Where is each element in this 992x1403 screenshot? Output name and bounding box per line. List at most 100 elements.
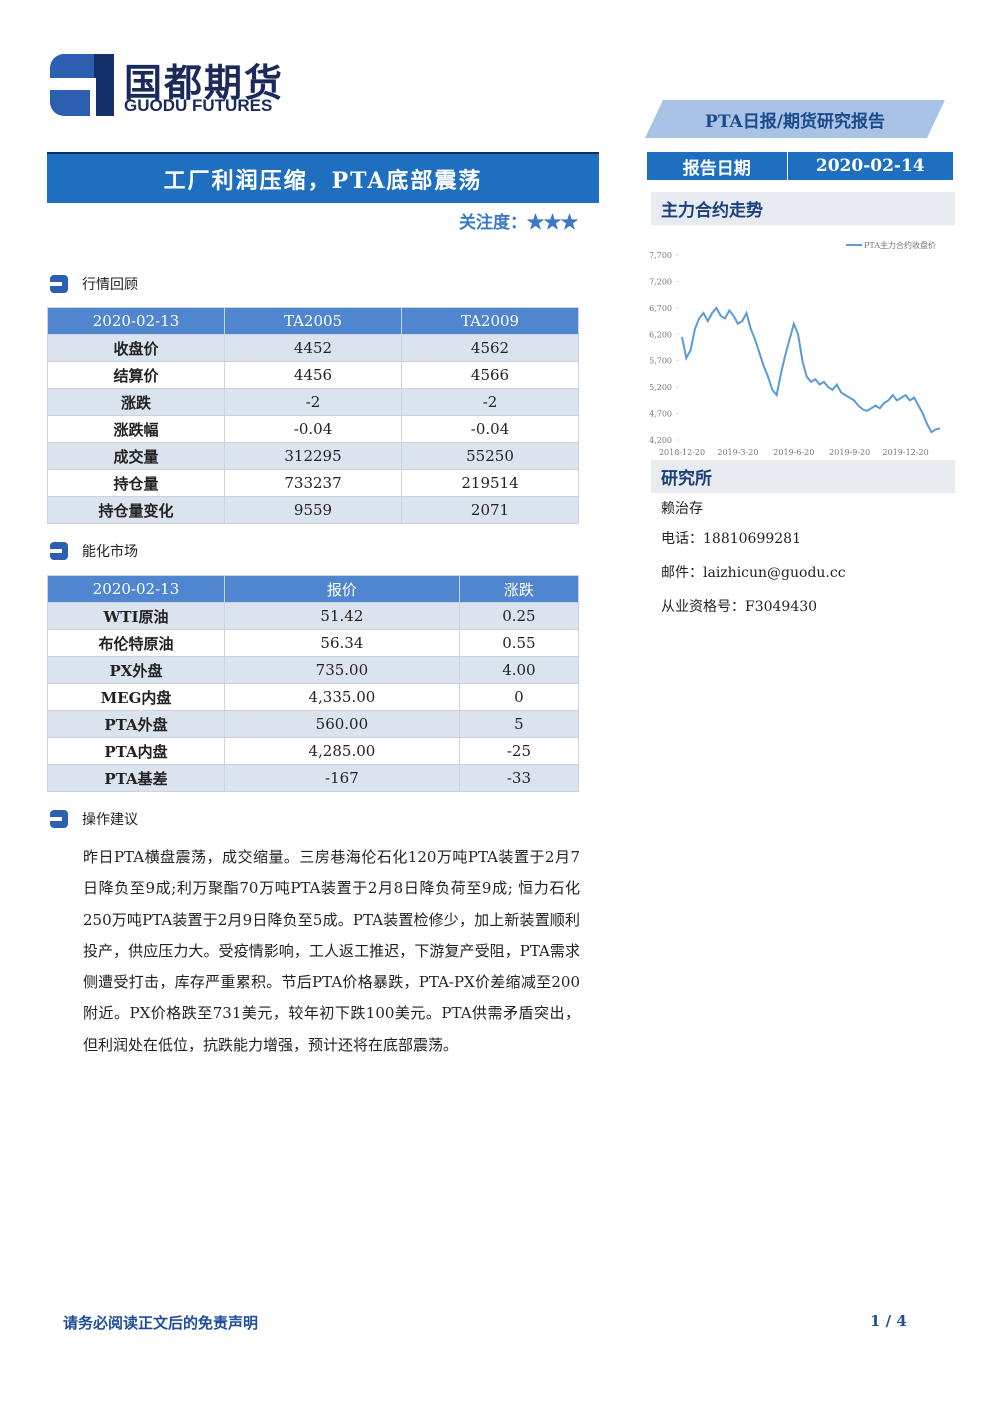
- table-row: PTA内盘 4,285.00 -25: [47, 737, 580, 765]
- table-row: 2020-02-13 TA2005 TA2009: [47, 307, 579, 335]
- table-cell: 收盘价: [47, 334, 225, 362]
- table-cell: 312295: [224, 442, 402, 470]
- y-tick-label: 4,200: [649, 436, 672, 445]
- report-title: 工厂利润压缩，PTA底部震荡: [47, 152, 599, 203]
- table-cell: 219514: [401, 469, 579, 497]
- table-cell: 4456: [224, 361, 402, 389]
- table-cell: 2020-02-13: [47, 575, 225, 603]
- attention: 关注度：★★★: [459, 213, 578, 233]
- table-cell: 4.00: [458, 656, 580, 684]
- table-cell: 4,285.00: [224, 737, 460, 765]
- section-icon: [50, 275, 68, 293]
- table-cell: PTA外盘: [47, 710, 225, 738]
- table-row: 持仓量 733237 219514: [47, 469, 579, 497]
- table-cell: 733237: [224, 469, 402, 497]
- table-cell: 4562: [401, 334, 579, 362]
- table-row: 涨跌幅 -0.04 -0.04: [47, 415, 579, 443]
- table-cell: 560.00: [224, 710, 460, 738]
- table-cell: -25: [458, 737, 580, 765]
- table-cell: 0: [458, 683, 580, 711]
- legend-label: PTA主力合约收盘价: [864, 240, 936, 250]
- table-row: PX外盘 735.00 4.00: [47, 656, 580, 684]
- energy-table: 2020-02-13 报价 涨跌 WTI原油 51.42 0.25 布伦特原油 56.34 0.…: [47, 575, 580, 792]
- date-row: 报告日期 2020-02-14: [647, 152, 953, 180]
- section-heading: 操作建议: [50, 809, 138, 829]
- chart: 4,200 4,700 5,200 5,700 6,200 6,700 7,200 7,700…: [649, 240, 941, 457]
- table-cell: 4452: [224, 334, 402, 362]
- table-cell: 4,335.00: [224, 683, 460, 711]
- table-cell: PX外盘: [47, 656, 225, 684]
- x-tick-label: 2019-12-20: [883, 448, 929, 457]
- x-tick-label: 2019-3-20: [717, 448, 758, 457]
- table-cell: -33: [458, 764, 580, 792]
- table-cell: 持仓量: [47, 469, 225, 497]
- table-cell: -2: [224, 388, 402, 416]
- section-title: 操作建议: [82, 812, 138, 828]
- y-tick-label: 7,700: [649, 251, 672, 260]
- section-title: 能化市场: [82, 544, 138, 560]
- table-cell: 735.00: [224, 656, 460, 684]
- table-cell: WTI原油: [47, 602, 225, 630]
- table-cell: TA2009: [401, 307, 579, 335]
- y-tick-label: 4,700: [649, 410, 672, 419]
- table-row: 成交量 312295 55250: [47, 442, 579, 470]
- section-icon: [50, 542, 68, 560]
- table-cell: 5: [458, 710, 580, 738]
- paragraph: 昨日PTA横盘震荡，成交缩量。三房巷海伦石化120万吨PTA装置于2月7日降负至…: [83, 848, 580, 1054]
- table-row: 结算价 4456 4566: [47, 361, 579, 389]
- table-cell: 55250: [401, 442, 579, 470]
- table-cell: TA2005: [224, 307, 402, 335]
- x-tick-label: 2018-12-20: [659, 448, 705, 457]
- section-heading: 能化市场: [50, 541, 138, 561]
- table-cell: 0.25: [458, 602, 580, 630]
- table-cell: PTA内盘: [47, 737, 225, 765]
- y-tick-label: 6,200: [649, 330, 672, 339]
- table-cell: 4566: [401, 361, 579, 389]
- table-row: PTA基差 -167 -33: [47, 764, 580, 792]
- contact-line: 从业资格号：F3049430: [661, 599, 818, 615]
- table-cell: 2071: [401, 496, 579, 524]
- table-cell: 51.42: [224, 602, 460, 630]
- y-tick-label: 7,200: [649, 277, 672, 286]
- report-date: 2020-02-14: [786, 152, 953, 180]
- disclaimer: 请务必阅读正文后的免责声明: [63, 1314, 259, 1332]
- table-cell: 布伦特原油: [47, 629, 225, 657]
- table-cell: MEG内盘: [47, 683, 225, 711]
- report-type: PTA日报/期货研究报告: [645, 100, 945, 138]
- section-heading: 行情回顾: [50, 274, 138, 294]
- table-row: 2020-02-13 报价 涨跌: [47, 575, 580, 603]
- y-tick-label: 6,700: [649, 304, 672, 313]
- table-cell: -167: [224, 764, 460, 792]
- logo-mark: [50, 54, 114, 116]
- x-tick-label: 2019-9-20: [829, 448, 870, 457]
- logo-subtext: GUODU FUTURES: [124, 96, 273, 115]
- table-row: 持仓量变化 9559 2071: [47, 496, 579, 524]
- logo-text: 国都期货: [124, 61, 285, 105]
- page-number: 1 / 4: [870, 1312, 907, 1330]
- section-icon: [50, 810, 68, 828]
- table-row: 布伦特原油 56.34 0.55: [47, 629, 580, 657]
- y-tick-label: 5,700: [649, 357, 672, 366]
- table-cell: 9559: [224, 496, 402, 524]
- contact-line: 邮件：laizhicun@guodu.cc: [661, 565, 846, 581]
- table-row: WTI原油 51.42 0.25: [47, 602, 580, 630]
- contact-line: 赖治存: [661, 501, 703, 517]
- chart-heading: 主力合约走势: [651, 192, 955, 225]
- table-cell: 0.55: [458, 629, 580, 657]
- table-cell: 2020-02-13: [47, 307, 225, 335]
- table-row: PTA外盘 560.00 5: [47, 710, 580, 738]
- table-cell: 涨跌: [458, 575, 580, 603]
- institute-heading: 研究所: [651, 460, 955, 493]
- table-cell: PTA基差: [47, 764, 225, 792]
- date-label: 报告日期: [682, 158, 751, 179]
- x-tick-label: 2019-6-20: [773, 448, 814, 457]
- series-line: [681, 306, 941, 434]
- table-row: MEG内盘 4,335.00 0: [47, 683, 580, 711]
- table-cell: 56.34: [224, 629, 460, 657]
- market-table: 2020-02-13 TA2005 TA2009 收盘价 4452 4562 结算价 4456…: [47, 307, 579, 524]
- table-cell: 成交量: [47, 442, 225, 470]
- table-cell: -0.04: [401, 415, 579, 443]
- table-row: 涨跌 -2 -2: [47, 388, 579, 416]
- table-row: 收盘价 4452 4562: [47, 334, 579, 362]
